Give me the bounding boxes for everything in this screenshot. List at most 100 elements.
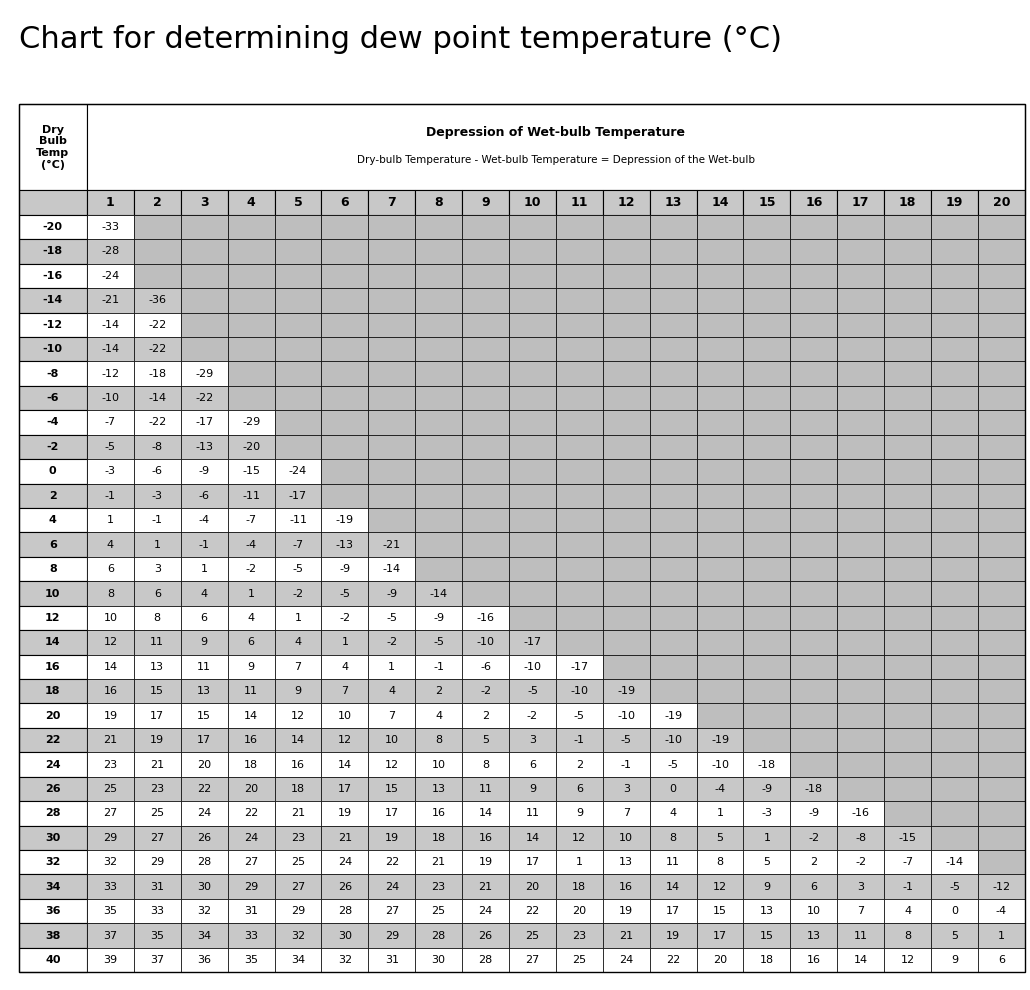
Text: 34: 34 xyxy=(290,955,305,965)
Bar xyxy=(509,826,556,850)
Bar xyxy=(462,947,509,972)
Text: -17: -17 xyxy=(289,491,307,501)
Bar xyxy=(837,777,884,801)
Bar xyxy=(556,947,603,972)
Bar xyxy=(87,361,134,386)
Text: -5: -5 xyxy=(527,686,538,696)
Bar xyxy=(931,654,977,679)
Text: -17: -17 xyxy=(523,638,542,647)
Bar xyxy=(228,728,275,752)
Text: -15: -15 xyxy=(242,466,261,476)
Text: 21: 21 xyxy=(619,931,633,940)
Text: 29: 29 xyxy=(103,833,117,842)
Bar xyxy=(556,215,603,240)
Bar xyxy=(19,337,87,361)
Bar xyxy=(87,679,134,704)
Bar xyxy=(87,606,134,631)
Bar xyxy=(462,533,509,556)
Text: 30: 30 xyxy=(432,955,446,965)
Text: -7: -7 xyxy=(105,418,116,428)
Bar xyxy=(415,826,462,850)
Bar xyxy=(790,850,837,874)
Text: 4: 4 xyxy=(341,661,348,672)
Bar xyxy=(134,240,180,263)
Text: -10: -10 xyxy=(43,345,63,354)
Bar xyxy=(931,899,977,924)
Bar xyxy=(977,556,1025,581)
Bar xyxy=(462,337,509,361)
Bar xyxy=(180,313,228,337)
Bar xyxy=(228,899,275,924)
Text: 14: 14 xyxy=(290,736,305,745)
Bar xyxy=(931,240,977,263)
Bar xyxy=(837,704,884,728)
Bar xyxy=(696,410,744,435)
Bar xyxy=(228,606,275,631)
Text: -21: -21 xyxy=(383,540,401,549)
Text: -14: -14 xyxy=(946,857,964,867)
Bar xyxy=(369,728,415,752)
Bar xyxy=(509,533,556,556)
Bar xyxy=(509,435,556,459)
Bar xyxy=(369,410,415,435)
Bar xyxy=(744,826,790,850)
Bar xyxy=(19,631,87,654)
Text: 21: 21 xyxy=(432,857,446,867)
Bar xyxy=(884,410,931,435)
Text: 9: 9 xyxy=(951,955,958,965)
Text: 6: 6 xyxy=(811,882,818,892)
Bar xyxy=(321,361,369,386)
Bar xyxy=(884,190,931,215)
Text: 22: 22 xyxy=(244,809,259,819)
Bar xyxy=(369,361,415,386)
Text: 11: 11 xyxy=(525,809,540,819)
Bar xyxy=(744,556,790,581)
Bar xyxy=(977,435,1025,459)
Bar xyxy=(931,631,977,654)
Bar xyxy=(931,288,977,313)
Bar xyxy=(884,777,931,801)
Text: 8: 8 xyxy=(435,736,442,745)
Text: 1: 1 xyxy=(247,588,254,599)
Bar xyxy=(696,190,744,215)
Bar xyxy=(977,850,1025,874)
Bar xyxy=(134,654,180,679)
Bar xyxy=(415,654,462,679)
Bar xyxy=(228,386,275,410)
Text: -19: -19 xyxy=(617,686,636,696)
Text: -13: -13 xyxy=(196,442,213,451)
Bar xyxy=(19,288,87,313)
Text: -22: -22 xyxy=(148,345,167,354)
Bar xyxy=(931,947,977,972)
Text: 11: 11 xyxy=(479,784,492,794)
Bar xyxy=(977,947,1025,972)
Text: 0: 0 xyxy=(49,466,57,476)
Bar xyxy=(321,606,369,631)
Bar xyxy=(837,899,884,924)
Bar xyxy=(650,679,696,704)
Bar xyxy=(19,777,87,801)
Text: 17: 17 xyxy=(150,711,165,721)
Bar xyxy=(180,556,228,581)
Bar xyxy=(321,752,369,777)
Bar xyxy=(837,947,884,972)
Text: 22: 22 xyxy=(384,857,399,867)
Text: 6: 6 xyxy=(153,588,161,599)
Text: 14: 14 xyxy=(479,809,492,819)
Bar xyxy=(462,581,509,606)
Text: 15: 15 xyxy=(197,711,211,721)
Bar xyxy=(696,337,744,361)
Bar xyxy=(977,190,1025,215)
Bar xyxy=(509,874,556,899)
Bar xyxy=(977,581,1025,606)
Text: 32: 32 xyxy=(103,857,117,867)
Bar xyxy=(603,801,650,826)
Text: 29: 29 xyxy=(290,906,305,916)
Bar xyxy=(790,533,837,556)
Bar xyxy=(462,556,509,581)
Bar xyxy=(509,631,556,654)
Text: 11: 11 xyxy=(854,931,867,940)
Text: -10: -10 xyxy=(664,736,682,745)
Text: 4: 4 xyxy=(48,515,57,526)
Text: -4: -4 xyxy=(996,906,1007,916)
